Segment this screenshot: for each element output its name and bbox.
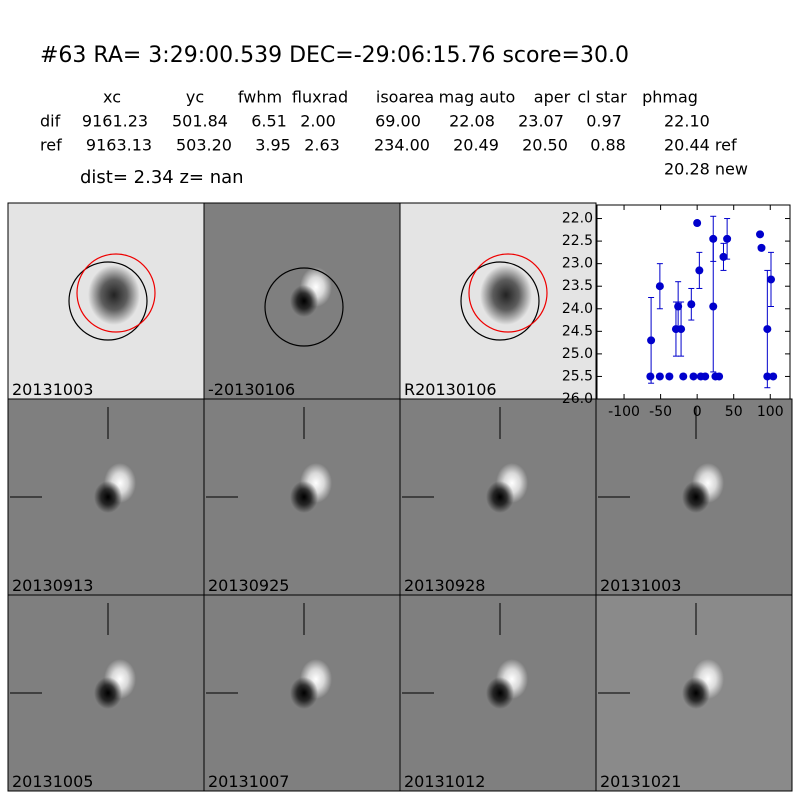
point — [655, 372, 664, 381]
point — [701, 372, 710, 381]
point — [689, 372, 698, 381]
point — [715, 372, 724, 381]
point — [655, 282, 664, 291]
cell: 2.63 — [304, 136, 340, 155]
dark-lobe — [682, 481, 710, 513]
title: #63 RA= 3:29:00.539 DEC=-29:06:15.76 sco… — [40, 43, 629, 68]
dark-lobe — [290, 677, 318, 709]
panel-label: 20130913 — [12, 576, 93, 595]
source-blob — [480, 265, 532, 325]
point — [695, 266, 704, 275]
x-tick-label: 50 — [725, 404, 743, 420]
y-tick-label: 22.5 — [562, 233, 593, 249]
dark-lobe — [94, 481, 122, 513]
x-tick-label: -50 — [649, 404, 672, 420]
cell: 501.84 — [172, 112, 228, 131]
point — [693, 219, 702, 228]
y-tick-label: 26.0 — [562, 391, 593, 407]
column-header: aper — [534, 88, 571, 107]
cell: ref — [40, 136, 62, 155]
point — [677, 325, 686, 334]
cell: 20.50 — [522, 136, 568, 155]
column-header: yc — [186, 88, 204, 107]
panel-label: 20131005 — [12, 772, 93, 791]
cell: 2.00 — [300, 112, 336, 131]
aperture — [468, 253, 548, 333]
x-tick-label: -100 — [608, 404, 640, 420]
point — [763, 372, 772, 381]
dist: dist= 2.34 z= nan — [80, 167, 244, 188]
y-tick-label: 24.0 — [562, 301, 593, 317]
extra: 20.28 new — [664, 160, 748, 179]
aperture — [76, 253, 156, 333]
column-header: phmag — [642, 88, 698, 107]
aperture — [460, 261, 540, 341]
cell: 503.20 — [176, 136, 232, 155]
point — [756, 230, 765, 239]
column-header: cl star — [577, 88, 627, 107]
cell: 234.00 — [374, 136, 430, 155]
cell: 9163.13 — [86, 136, 152, 155]
cell: 20.49 — [453, 136, 499, 155]
cell: 20.44 ref — [664, 136, 737, 155]
point — [766, 275, 775, 284]
aperture — [264, 267, 344, 347]
panel-label: 20131007 — [208, 772, 289, 791]
point — [674, 302, 683, 311]
cell: 9161.23 — [82, 112, 148, 131]
dark-lobe — [94, 677, 122, 709]
cell: 6.51 — [251, 112, 287, 131]
y-tick-label: 23.0 — [562, 256, 593, 272]
y-tick-label: 24.5 — [562, 323, 593, 339]
panel-label: 20130928 — [404, 576, 485, 595]
source-blob — [88, 265, 140, 325]
cell: 22.08 — [449, 112, 495, 131]
cell: 23.07 — [518, 112, 564, 131]
point — [687, 300, 696, 309]
column-header: xc — [103, 88, 121, 107]
column-header: isoarea — [376, 88, 434, 107]
y-tick-label: 25.0 — [562, 346, 593, 362]
dark-lobe — [486, 481, 514, 513]
cell: 0.88 — [590, 136, 626, 155]
aperture — [68, 261, 148, 341]
x-tick-label: 0 — [693, 404, 702, 420]
point — [679, 372, 688, 381]
panel-label: 20131021 — [600, 772, 681, 791]
y-tick-label: 23.5 — [562, 278, 593, 294]
panel-label: 20131003 — [12, 380, 93, 399]
panel-label: R20130106 — [404, 380, 497, 399]
point — [647, 336, 656, 345]
dark-lobe — [290, 285, 318, 317]
panel-label: -20130106 — [208, 380, 295, 399]
y-tick-label: 22.0 — [562, 211, 593, 227]
point — [646, 372, 655, 381]
cell: 69.00 — [375, 112, 421, 131]
point — [665, 372, 674, 381]
panel-label: 20130925 — [208, 576, 289, 595]
cell: 3.95 — [255, 136, 291, 155]
dark-lobe — [682, 677, 710, 709]
dark-lobe — [486, 677, 514, 709]
cell: dif — [40, 112, 61, 131]
dark-lobe — [290, 481, 318, 513]
column-header: mag auto — [439, 88, 516, 107]
panel-label: 20131003 — [600, 576, 681, 595]
panel-label: 20131012 — [404, 772, 485, 791]
column-header: fluxrad — [292, 88, 348, 107]
point — [769, 372, 778, 381]
cell: 22.10 — [664, 112, 710, 131]
cell: 0.97 — [586, 112, 622, 131]
x-tick-label: 100 — [757, 404, 784, 420]
point — [723, 234, 732, 243]
column-header: fwhm — [238, 88, 282, 107]
y-tick-label: 25.5 — [562, 368, 593, 384]
point — [763, 325, 772, 334]
point — [719, 252, 728, 261]
point — [709, 302, 718, 311]
point — [757, 243, 766, 252]
